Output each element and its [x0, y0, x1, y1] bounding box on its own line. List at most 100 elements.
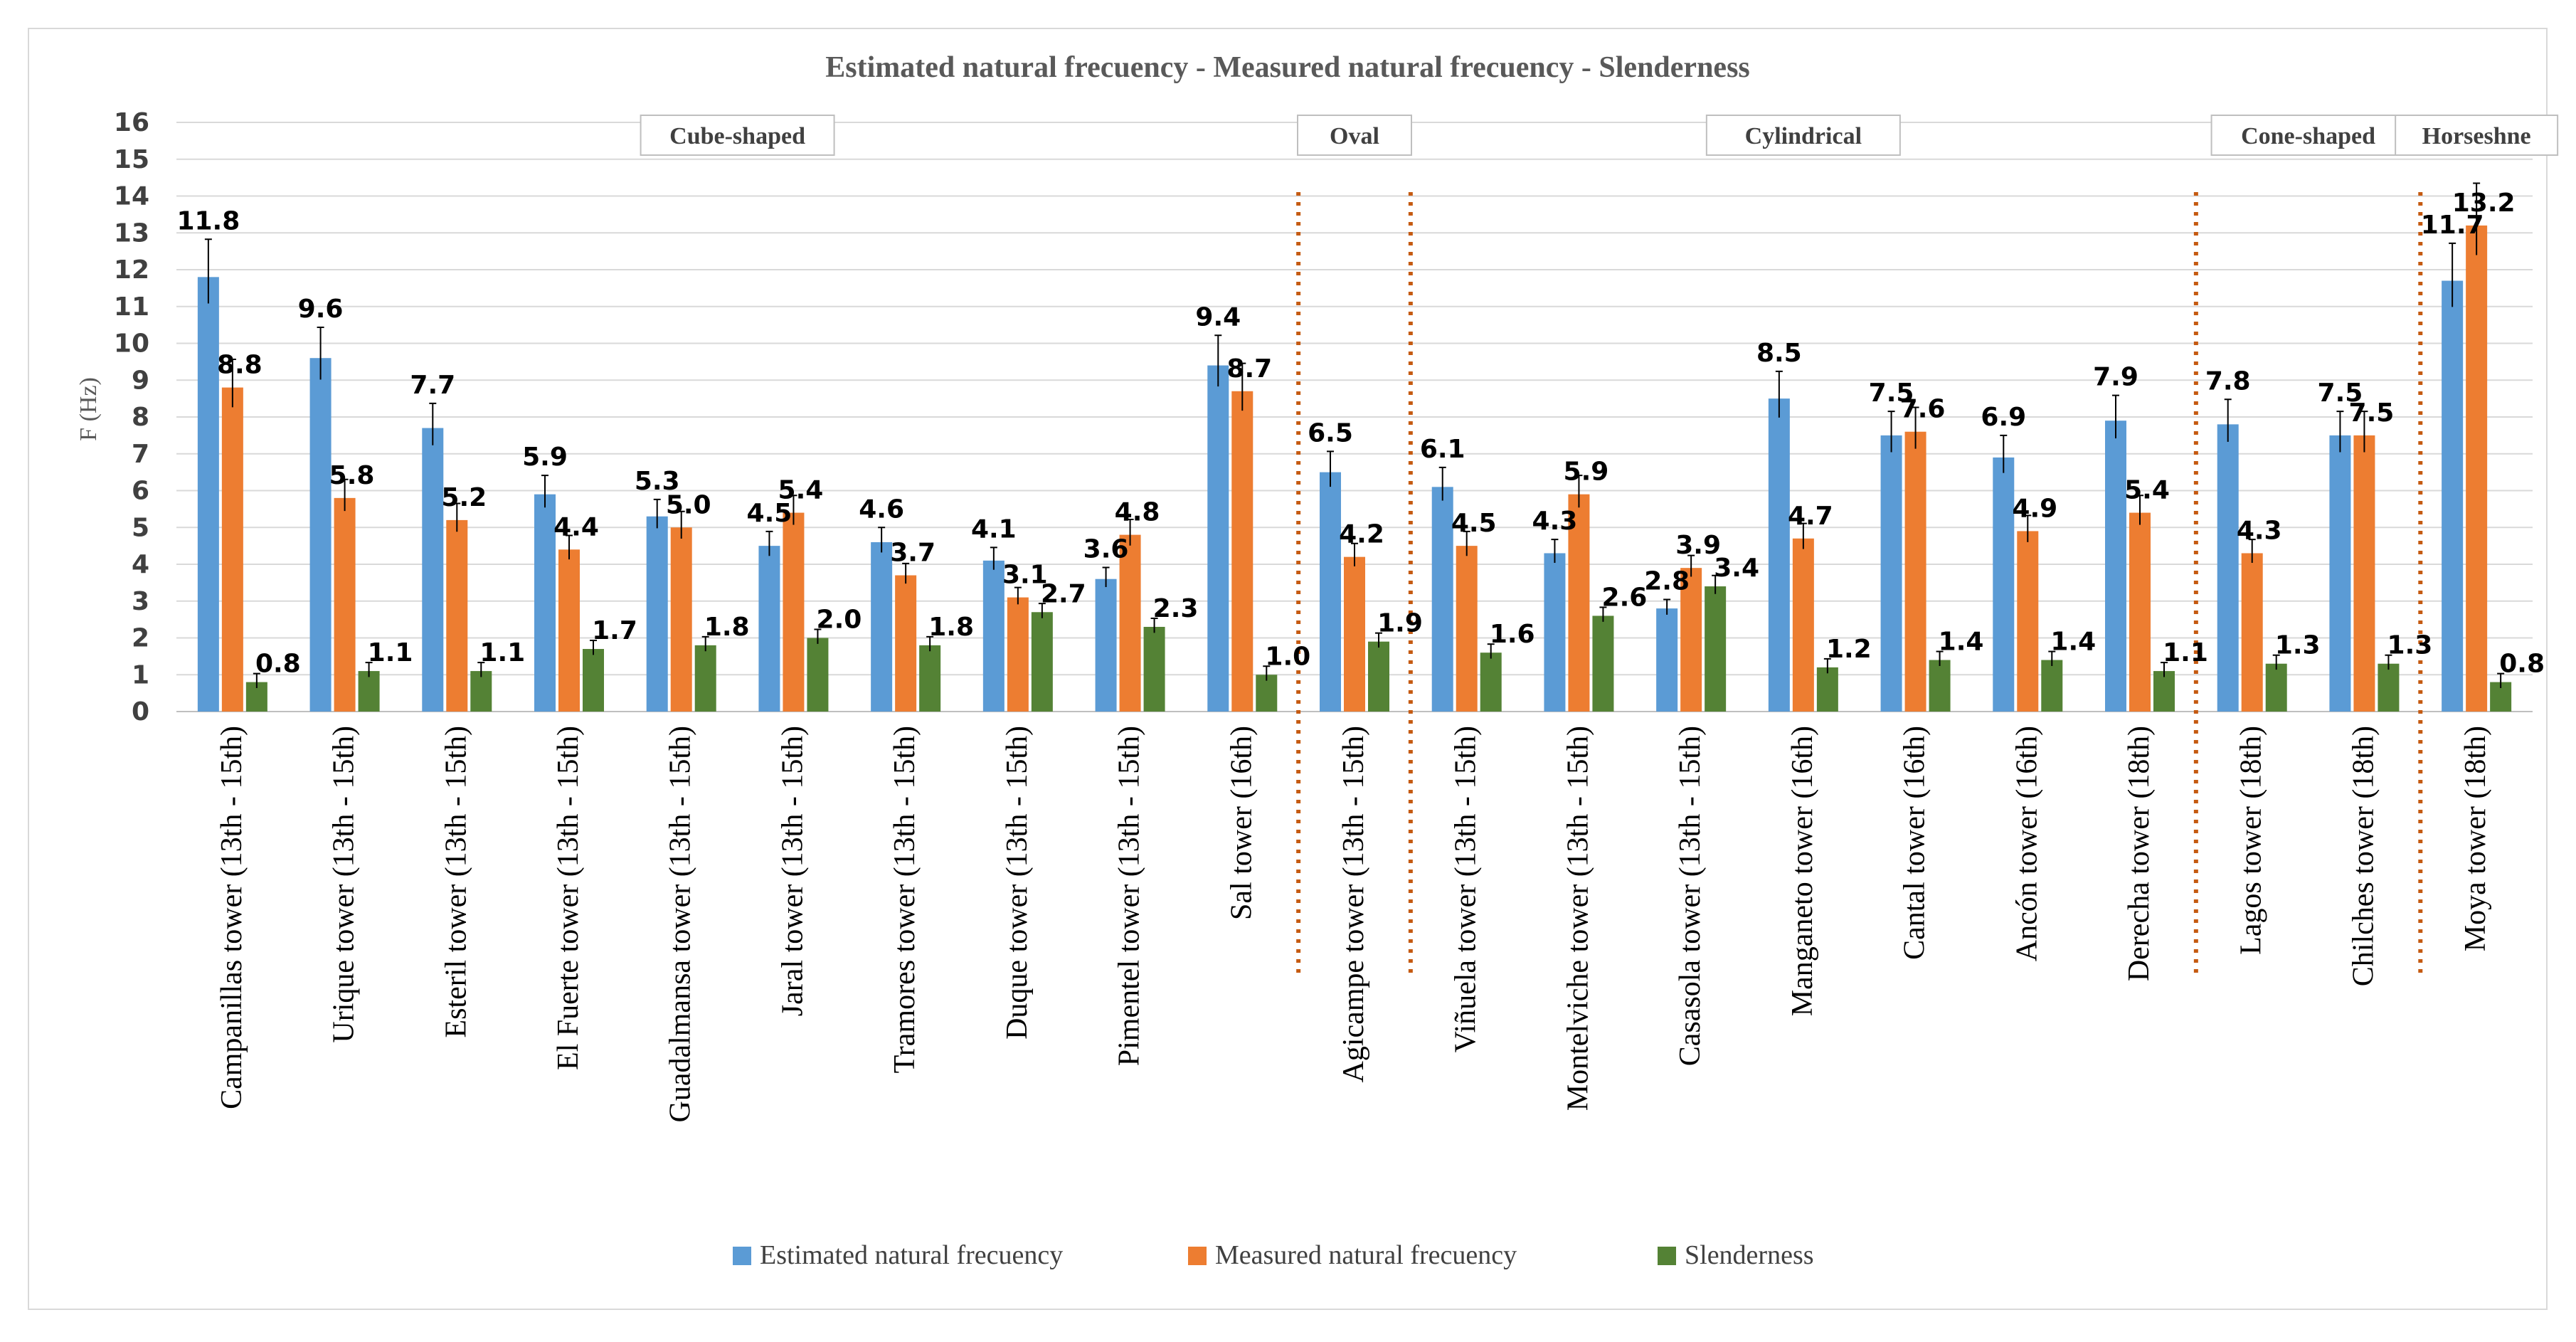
- data-label: 5.9: [522, 443, 568, 472]
- data-label: 6.9: [1981, 403, 2026, 432]
- data-label: 4.3: [2237, 516, 2282, 545]
- x-tick-label: Sal tower (16th): [1225, 726, 1258, 920]
- data-label: 6.5: [1308, 418, 1353, 448]
- bar-estimated-natural-frecuency: [871, 541, 893, 712]
- x-tick-label: Tramores tower (13th - 15th): [889, 726, 921, 1073]
- y-tick-label: 12: [114, 255, 149, 285]
- data-label: 4.2: [1339, 520, 1384, 549]
- group-label-box: [640, 115, 835, 156]
- x-tick-label: Esteril tower (13th - 15th): [440, 726, 472, 1038]
- bar-slenderness: [583, 649, 604, 712]
- legend-swatch: [1188, 1247, 1207, 1265]
- data-label: 5.8: [329, 461, 375, 490]
- data-label: 8.7: [1226, 354, 1272, 384]
- data-label: 9.6: [298, 295, 344, 324]
- y-tick-label: 15: [114, 145, 149, 174]
- group-label-box: [1705, 115, 1901, 156]
- bar-measured-natural-frecuency: [2129, 512, 2151, 712]
- data-label: 4.5: [747, 499, 793, 528]
- bar-estimated-natural-frecuency: [1207, 365, 1229, 712]
- bar-slenderness: [919, 645, 941, 712]
- data-label: 7.8: [2205, 366, 2251, 396]
- bar-slenderness: [1368, 641, 1389, 712]
- x-tick-label: Urique tower (13th - 15th): [328, 726, 361, 1043]
- bar-estimated-natural-frecuency: [422, 428, 444, 712]
- group-label: Oval: [1330, 123, 1379, 149]
- y-tick-label: 9: [132, 366, 149, 395]
- bar-slenderness: [470, 671, 492, 712]
- bar-estimated-natural-frecuency: [2217, 424, 2239, 712]
- y-tick-label: 7: [132, 440, 149, 469]
- bar-estimated-natural-frecuency: [1768, 398, 1790, 712]
- data-label: 6.1: [1420, 435, 1465, 464]
- x-tick-label: Agicampe tower (13th - 15th): [1337, 726, 1370, 1083]
- y-axis-label: F (Hz): [75, 377, 102, 441]
- bar-measured-natural-frecuency: [1231, 391, 1253, 712]
- y-tick-label: 10: [114, 329, 149, 359]
- legend-label: Measured natural frecuency: [1215, 1240, 1517, 1270]
- x-tick-label: Duque tower (13th - 15th): [1001, 726, 1034, 1040]
- data-label: 2.7: [1041, 579, 1086, 608]
- data-label: 1.8: [704, 613, 750, 642]
- data-label: 1.8: [928, 613, 974, 642]
- data-label: 5.3: [635, 467, 680, 496]
- bar-slenderness: [2378, 663, 2400, 712]
- x-tick-label: Casasola tower (13th - 15th): [1674, 726, 1707, 1066]
- bar-slenderness: [1031, 612, 1053, 712]
- legend: Estimated natural frecuency Measured natu…: [733, 1240, 1814, 1270]
- bar-measured-natural-frecuency: [1119, 534, 1141, 712]
- data-label: 1.3: [2275, 631, 2321, 660]
- data-label: 7.9: [2093, 363, 2138, 392]
- data-label: 7.5: [2318, 379, 2363, 408]
- x-axis-labels: Campanillas tower (13th - 15th) Urique to…: [216, 726, 2492, 1123]
- group-label: Horseshne: [2422, 123, 2531, 149]
- data-label: 5.2: [441, 483, 487, 512]
- data-label: 4.1: [971, 514, 1017, 544]
- bar-estimated-natural-frecuency: [1431, 487, 1453, 712]
- bar-measured-natural-frecuency: [446, 519, 468, 712]
- data-label: 4.3: [1532, 507, 1578, 536]
- group-label: Cylindrical: [1745, 123, 1862, 149]
- x-tick-label: Guadalmansa tower (13th - 15th): [664, 726, 697, 1123]
- data-label: 1.1: [479, 638, 525, 667]
- bar-measured-natural-frecuency: [2017, 531, 2039, 712]
- bar-slenderness: [1592, 615, 1614, 712]
- data-label: 4.7: [1788, 502, 1833, 531]
- y-tick-label: 0: [132, 697, 149, 727]
- bar-slenderness: [1816, 667, 1838, 712]
- data-label: 1.3: [2387, 631, 2433, 660]
- x-tick-label: Lagos tower (18th): [2235, 726, 2268, 955]
- bar-slenderness: [1929, 660, 1951, 712]
- data-label: 8.8: [217, 351, 263, 380]
- data-label: 4.8: [1115, 498, 1160, 527]
- y-tick-label: 16: [114, 108, 149, 137]
- bar-measured-natural-frecuency: [895, 575, 917, 712]
- y-tick-label: 2: [132, 624, 149, 653]
- data-label: 8.5: [1756, 339, 1802, 368]
- bar-measured-natural-frecuency: [2466, 225, 2488, 712]
- data-label: 2.8: [1644, 567, 1690, 596]
- data-label: 1.6: [1490, 620, 1535, 649]
- y-tick-label: 1: [132, 660, 149, 690]
- bar-slenderness: [2153, 671, 2175, 712]
- x-tick-label: Viñuela tower (13th - 15th): [1450, 726, 1483, 1052]
- data-label: 1.7: [592, 616, 637, 645]
- data-label: 4.5: [1451, 509, 1497, 538]
- group-label: Cube-shaped: [669, 123, 805, 149]
- group-label: Cone-shaped: [2241, 123, 2375, 149]
- bar-estimated-natural-frecuency: [2105, 421, 2126, 712]
- data-label: 7.5: [1869, 379, 1914, 408]
- data-label: 5.4: [2124, 476, 2170, 505]
- data-label: 1.9: [1377, 609, 1423, 638]
- group-label-box: [2395, 115, 2559, 156]
- y-tick-label: 6: [132, 477, 149, 506]
- x-tick-label: Chilches tower (18th): [2347, 726, 2380, 986]
- data-label: 3.6: [1083, 535, 1129, 564]
- y-tick-label: 3: [132, 587, 149, 616]
- legend-swatch: [733, 1247, 751, 1265]
- bar-slenderness: [807, 638, 829, 712]
- data-label: 7.6: [1900, 395, 1946, 424]
